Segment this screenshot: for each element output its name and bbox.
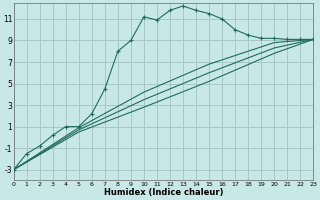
- X-axis label: Humidex (Indice chaleur): Humidex (Indice chaleur): [104, 188, 223, 197]
